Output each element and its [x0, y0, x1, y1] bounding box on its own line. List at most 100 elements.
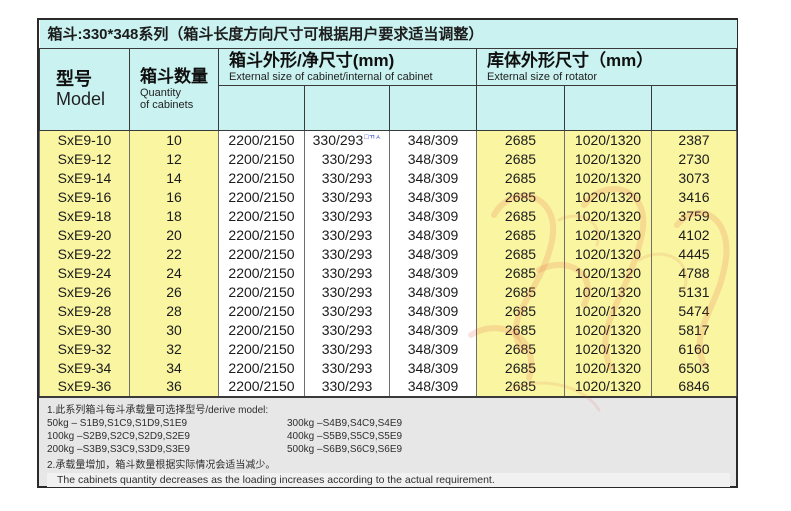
- cell-quantity: 32: [129, 339, 219, 358]
- cell-model: SxE9-14: [39, 168, 130, 187]
- cell-cabinet-width: 330/293: [304, 149, 390, 168]
- note2-en: The cabinets quantity decreases as the l…: [47, 473, 730, 487]
- cell-cabinet-width: 330/293: [304, 358, 390, 377]
- cell-cabinet-length: 2200/2150: [218, 244, 305, 263]
- cell-rotator-dim3: 3759: [650, 206, 738, 225]
- cell-model: SxE9-32: [39, 339, 130, 358]
- group-header-cabinet-size: 箱斗外形/净尺寸(mm) External size of cabinet/in…: [218, 47, 477, 86]
- cell-cabinet-length: 2200/2150: [218, 282, 305, 301]
- column-header-model-zh: 型号: [56, 69, 92, 89]
- cell-rotator-dim1: 2685: [476, 358, 565, 377]
- sub-header-cell: [650, 84, 738, 131]
- cell-cabinet-length: 2200/2150: [218, 377, 305, 397]
- table-row: SxE9-24 24 2200/2150 330/293 348/309 2685 1020…: [39, 263, 738, 282]
- cell-cabinet-width: 330/293: [304, 187, 390, 206]
- note1-right-item: 300kg –S4B9,S4C9,S4E9: [287, 418, 403, 429]
- cell-quantity: 24: [129, 263, 219, 282]
- footer-notes: 1.此系列箱斗每斗承载量可选择型号/derive model: 50kg – S…: [39, 397, 736, 487]
- note1-right-item: 400kg –S5B9,S5C9,S5E9: [287, 431, 403, 442]
- cell-rotator-dim2: 1020/1320: [564, 263, 652, 282]
- cell-rotator-dim1: 2685: [476, 130, 565, 149]
- table-row: SxE9-10 10 2200/2150 330/293□ㄲㅅ 348/309 2685 1…: [39, 130, 738, 149]
- cell-quantity: 22: [129, 244, 219, 263]
- cell-rotator-dim3: 6160: [650, 339, 738, 358]
- cell-rotator-dim3: 4445: [650, 244, 738, 263]
- title-row: 箱斗:330*348系列（箱斗长度方向尺寸可根据用户要求适当调整）: [39, 20, 737, 49]
- cell-model: SxE9-36: [39, 377, 130, 397]
- cell-value: 330/293: [312, 131, 364, 148]
- cell-cabinet-depth: 348/309: [389, 130, 477, 149]
- cell-model: SxE9-34: [39, 358, 130, 377]
- cell-model: SxE9-28: [39, 301, 130, 320]
- cell-rotator-dim2: 1020/1320: [564, 225, 652, 244]
- cell-rotator-dim3: 3416: [650, 187, 738, 206]
- column-header-model-en: Model: [56, 89, 106, 109]
- cell-cabinet-length: 2200/2150: [218, 206, 305, 225]
- cell-model: SxE9-16: [39, 187, 130, 206]
- cell-rotator-dim2: 1020/1320: [564, 282, 652, 301]
- cell-cabinet-length: 2200/2150: [218, 149, 305, 168]
- column-header-model: 型号 Model: [39, 47, 130, 131]
- note2-zh: 2.承载量增加，箱斗数量根据实际情况会适当减少。: [47, 460, 276, 471]
- cell-rotator-dim2: 1020/1320: [564, 244, 652, 263]
- page-title: 箱斗:330*348系列（箱斗长度方向尺寸可根据用户要求适当调整）: [39, 20, 737, 49]
- table-row: SxE9-26 26 2200/2150 330/293 348/309 2685 1020…: [39, 282, 738, 301]
- cell-cabinet-length: 2200/2150: [218, 225, 305, 244]
- cell-cabinet-width: 330/293: [304, 206, 390, 225]
- blue-annotation-artifact: □ㄲㅅ: [364, 134, 382, 142]
- spec-table: 箱斗:330*348系列（箱斗长度方向尺寸可根据用户要求适当调整） 型号 Mod…: [39, 20, 738, 397]
- cell-rotator-dim3: 6503: [650, 358, 738, 377]
- cell-quantity: 16: [129, 187, 219, 206]
- cell-rotator-dim1: 2685: [476, 206, 565, 225]
- cell-cabinet-width: 330/293: [304, 339, 390, 358]
- note1-title: 1.此系列箱斗每斗承载量可选择型号/derive model:: [47, 405, 269, 416]
- cell-cabinet-width: 330/293: [304, 282, 390, 301]
- cell-cabinet-depth: 348/309: [389, 358, 477, 377]
- cell-cabinet-depth: 348/309: [389, 206, 477, 225]
- cell-cabinet-width: 330/293: [304, 168, 390, 187]
- group-header-rotator-size: 库体外形尺寸（mm） External size of rotator: [475, 47, 738, 86]
- cell-model: SxE9-18: [39, 206, 130, 225]
- cell-rotator-dim1: 2685: [476, 301, 565, 320]
- sub-header-row: [40, 84, 738, 131]
- table-row: SxE9-16 16 2200/2150 330/293 348/309 2685 1020…: [39, 187, 738, 206]
- cell-quantity: 18: [129, 206, 219, 225]
- cell-quantity: 36: [129, 377, 219, 397]
- cell-rotator-dim2: 1020/1320: [564, 320, 652, 339]
- cell-rotator-dim1: 2685: [476, 187, 565, 206]
- cell-cabinet-depth: 348/309: [389, 339, 477, 358]
- cell-quantity: 20: [129, 225, 219, 244]
- cell-cabinet-depth: 348/309: [389, 244, 477, 263]
- cell-rotator-dim3: 4102: [650, 225, 738, 244]
- cell-model: SxE9-30: [39, 320, 130, 339]
- cell-rotator-dim1: 2685: [476, 168, 565, 187]
- cell-quantity: 14: [129, 168, 219, 187]
- table-row: SxE9-18 18 2200/2150 330/293 348/309 2685 1020…: [39, 206, 738, 225]
- cell-cabinet-width: 330/293: [304, 320, 390, 339]
- cell-cabinet-length: 2200/2150: [218, 301, 305, 320]
- sub-header-cell: [218, 84, 305, 131]
- cell-quantity: 28: [129, 301, 219, 320]
- note1-left-item: 200kg –S3B9,S3C9,S3D9,S3E9: [47, 444, 190, 455]
- cell-rotator-dim1: 2685: [476, 282, 565, 301]
- cell-rotator-dim1: 2685: [476, 225, 565, 244]
- cell-cabinet-width: 330/293: [304, 377, 390, 397]
- cell-cabinet-width: 330/293: [304, 225, 390, 244]
- cell-rotator-dim3: 5474: [650, 301, 738, 320]
- table-row: SxE9-14 14 2200/2150 330/293 348/309 2685 1020…: [39, 168, 738, 187]
- cell-rotator-dim3: 5817: [650, 320, 738, 339]
- table-row: SxE9-36 36 2200/2150 330/293 348/309 2685 1020…: [39, 377, 738, 397]
- cell-cabinet-width: 330/293□ㄲㅅ: [304, 130, 390, 149]
- sub-header-cell: [389, 84, 477, 131]
- cell-model: SxE9-26: [39, 282, 130, 301]
- cell-cabinet-depth: 348/309: [389, 149, 477, 168]
- cell-rotator-dim2: 1020/1320: [564, 206, 652, 225]
- sub-header-cell: [564, 84, 652, 131]
- cell-quantity: 26: [129, 282, 219, 301]
- cell-rotator-dim2: 1020/1320: [564, 339, 652, 358]
- note1-left-item: 50kg – S1B9,S1C9,S1D9,S1E9: [47, 418, 188, 429]
- column-header-quantity-en2: of cabinets: [140, 99, 194, 111]
- cell-rotator-dim1: 2685: [476, 149, 565, 168]
- cell-rotator-dim2: 1020/1320: [564, 168, 652, 187]
